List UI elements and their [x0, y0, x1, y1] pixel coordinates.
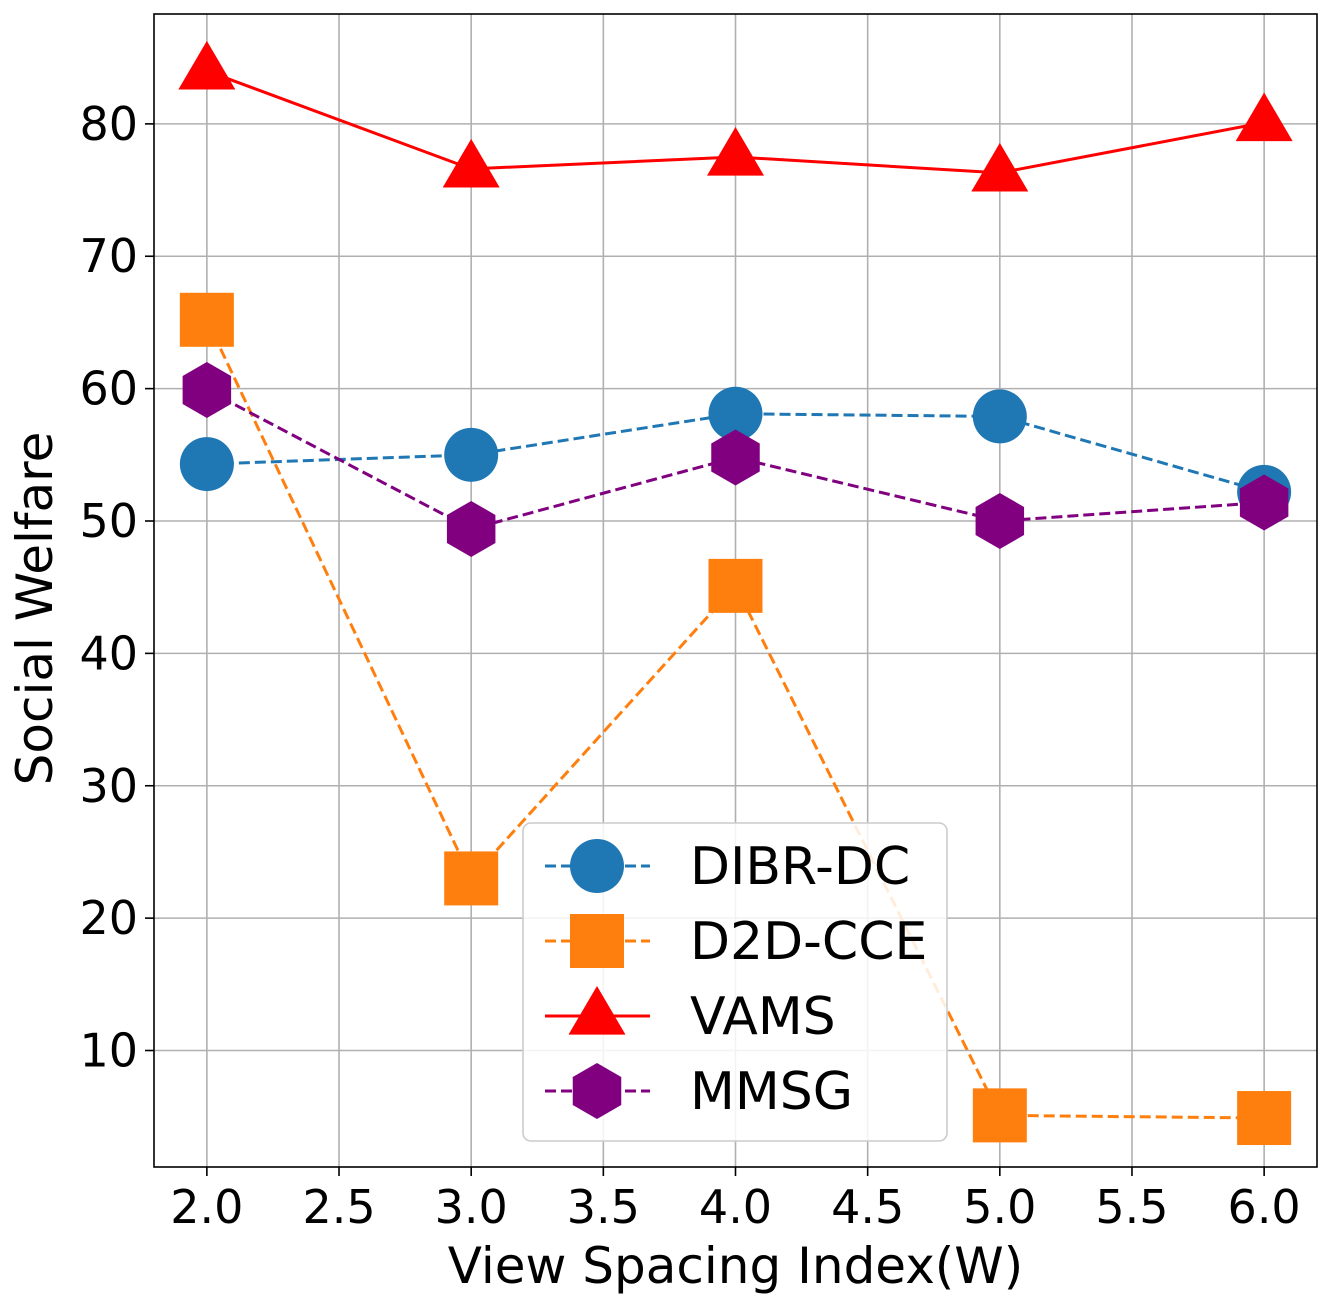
data-point-mmsg: [1239, 474, 1289, 531]
data-point-mmsg: [446, 500, 496, 557]
y-tick-label: 70: [79, 229, 138, 283]
data-point-d2d-cce: [1237, 1091, 1292, 1146]
x-tick-label: 3.5: [567, 1180, 640, 1234]
legend-marker: [572, 1063, 622, 1119]
data-point-dibr-dc: [972, 389, 1027, 444]
data-point-vams: [178, 40, 236, 90]
data-point-dibr-dc: [708, 386, 763, 441]
legend-label: D2D-CCE: [690, 912, 927, 972]
x-tick-label: 2.5: [302, 1180, 375, 1234]
data-point-vams: [442, 138, 500, 188]
y-axis-title: Social Welfare: [6, 432, 64, 786]
legend-box: [522, 822, 948, 1142]
legend-marker: [570, 839, 624, 893]
data-point-dibr-dc: [179, 437, 234, 492]
data-markers: [178, 40, 1293, 1146]
y-tick-label: 30: [79, 759, 138, 813]
legend-marker: [570, 914, 624, 968]
x-tick-label: 3.0: [435, 1180, 508, 1234]
y-tick-label: 10: [79, 1024, 138, 1078]
x-tick-label: 4.0: [699, 1180, 772, 1234]
data-point-d2d-cce: [972, 1088, 1027, 1143]
y-tick-label: 80: [79, 97, 138, 151]
legend-label: VAMS: [690, 987, 836, 1047]
y-tick-label: 40: [79, 626, 138, 680]
y-tick-label: 20: [79, 891, 138, 945]
data-point-dibr-dc: [444, 427, 499, 482]
series-line-mmsg: [206, 388, 1265, 531]
data-point-d2d-cce: [179, 292, 234, 347]
data-point-vams: [707, 126, 764, 176]
data-point-vams: [971, 142, 1029, 192]
axis-ticks: 2.0 2.5 3.0 3.5 4.0 4.5 5.0 5.5 6.0 10 20 30 40 50 60 7…: [79, 97, 1300, 1234]
data-point-mmsg: [182, 361, 232, 418]
legend: DIBR-DC D2D-CCE VAMS MMSG: [522, 822, 948, 1142]
legend-marker: [568, 986, 626, 1035]
data-point-mmsg: [975, 493, 1025, 550]
y-tick-label: 50: [79, 494, 138, 548]
x-tick-label: 6.0: [1228, 1180, 1301, 1234]
data-point-vams: [1235, 92, 1293, 142]
data-point-mmsg: [711, 429, 760, 486]
data-point-d2d-cce: [444, 851, 499, 906]
x-tick-label: 5.0: [963, 1180, 1036, 1234]
legend-label: MMSG: [690, 1062, 853, 1122]
legend-label: DIBR-DC: [690, 837, 910, 897]
x-tick-label: 2.0: [170, 1180, 243, 1234]
x-tick-label: 4.5: [831, 1180, 904, 1234]
y-tick-label: 60: [79, 362, 138, 416]
x-axis-title: View Spacing Index(W): [448, 1237, 1023, 1295]
x-tick-label: 5.5: [1095, 1180, 1168, 1234]
data-point-d2d-cce: [708, 558, 763, 613]
